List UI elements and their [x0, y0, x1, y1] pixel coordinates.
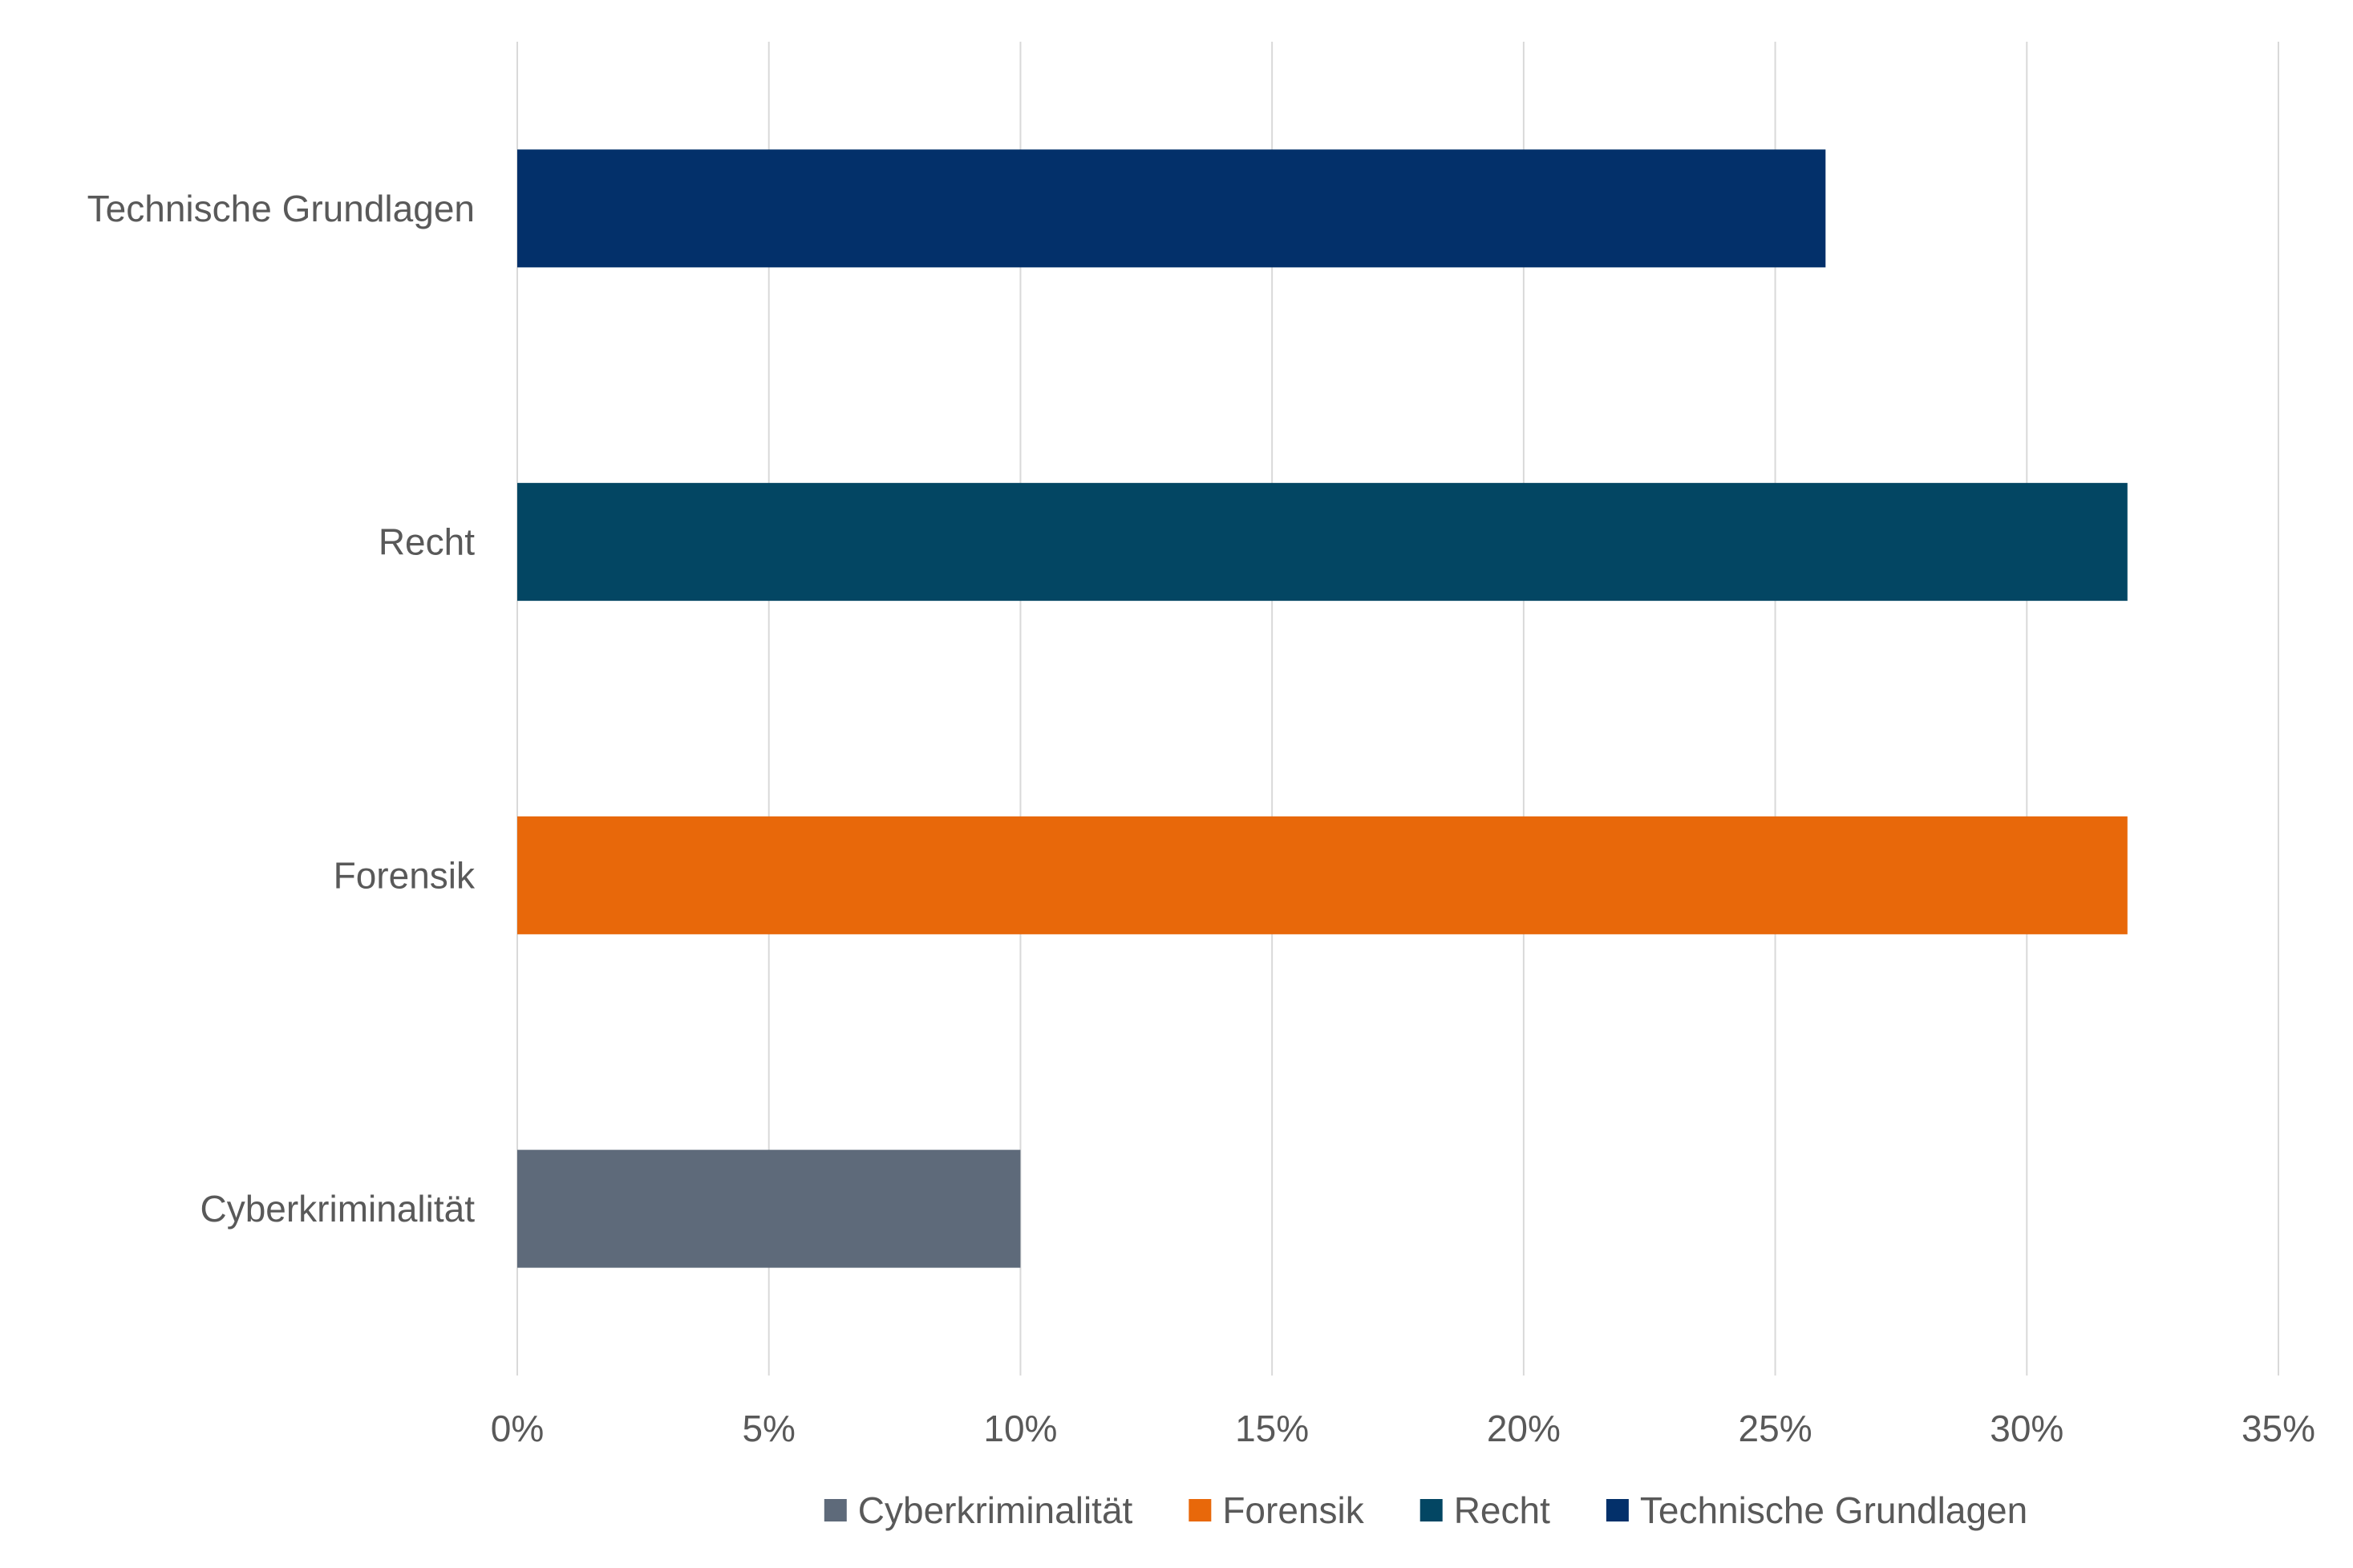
bars	[517, 149, 2128, 1268]
x-tick-label: 30%	[1990, 1408, 2063, 1449]
bar	[517, 816, 2128, 934]
x-tick-label: 5%	[742, 1408, 795, 1449]
bar	[517, 149, 1826, 268]
category-label: Recht	[379, 521, 475, 563]
x-tick-label: 0%	[491, 1408, 544, 1449]
legend-label: Recht	[1454, 1489, 1550, 1531]
legend-swatch	[824, 1499, 847, 1521]
bar	[517, 483, 2128, 602]
legend-label: Forensik	[1222, 1489, 1364, 1531]
legend-swatch	[1419, 1499, 1443, 1521]
bar	[517, 1149, 1021, 1268]
x-axis-tick-labels: 0% 5% 10% 15% 20% 25% 30% 35%	[491, 1408, 2315, 1449]
x-tick-label: 20%	[1487, 1408, 1561, 1449]
x-tick-label: 25%	[1739, 1408, 1812, 1449]
legend: Cyberkriminalität Forensik Recht Technische…	[824, 1489, 2027, 1531]
category-labels: Cyberkriminalität Forensik Recht Technische…	[87, 188, 476, 1230]
category-label: Technische Grundlagen	[87, 188, 475, 229]
x-tick-label: 35%	[2242, 1408, 2315, 1449]
legend-swatch	[1189, 1499, 1212, 1521]
x-tick-label: 10%	[983, 1408, 1057, 1449]
legend-label: Cyberkriminalität	[858, 1489, 1133, 1531]
category-label: Cyberkriminalität	[200, 1188, 475, 1230]
legend-swatch	[1606, 1499, 1629, 1521]
legend-label: Technische Grundlagen	[1640, 1489, 2027, 1531]
category-label: Forensik	[334, 854, 476, 896]
x-tick-label: 15%	[1235, 1408, 1309, 1449]
